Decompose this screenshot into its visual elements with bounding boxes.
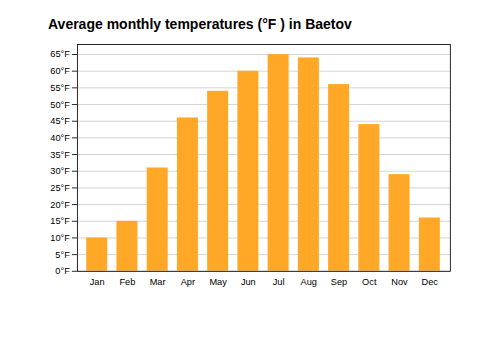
svg-text:20°F: 20°F [50,200,70,210]
svg-text:25°F: 25°F [50,183,70,193]
svg-text:30°F: 30°F [50,166,70,176]
svg-text:35°F: 35°F [50,150,70,160]
svg-text:Jul: Jul [273,277,285,287]
svg-text:5°F: 5°F [55,250,70,260]
svg-text:60°F: 60°F [50,66,70,76]
svg-text:Dec: Dec [422,277,439,287]
svg-text:Oct: Oct [362,277,377,287]
svg-text:Mar: Mar [150,277,166,287]
html-text:Average monthly temperatures (: Average monthly temperatures (°F ) in Ba… [48,16,352,32]
svg-text:Nov: Nov [391,277,408,287]
svg-text:45°F: 45°F [50,116,70,126]
svg-text:0°F: 0°F [55,266,70,276]
svg-text:May: May [209,277,227,287]
svg-text:Apr: Apr [181,277,195,287]
svg-text:Jan: Jan [90,277,105,287]
svg-text:Jun: Jun [241,277,256,287]
svg-text:65°F: 65°F [50,49,70,59]
svg-text:40°F: 40°F [50,133,70,143]
svg-text:Sep: Sep [331,277,347,287]
svg-text:Feb: Feb [119,277,135,287]
svg-text:50°F: 50°F [50,99,70,109]
svg-text:Aug: Aug [301,277,317,287]
svg-text:55°F: 55°F [50,83,70,93]
svg-text:10°F: 10°F [50,233,70,243]
svg-text:15°F: 15°F [50,216,70,226]
